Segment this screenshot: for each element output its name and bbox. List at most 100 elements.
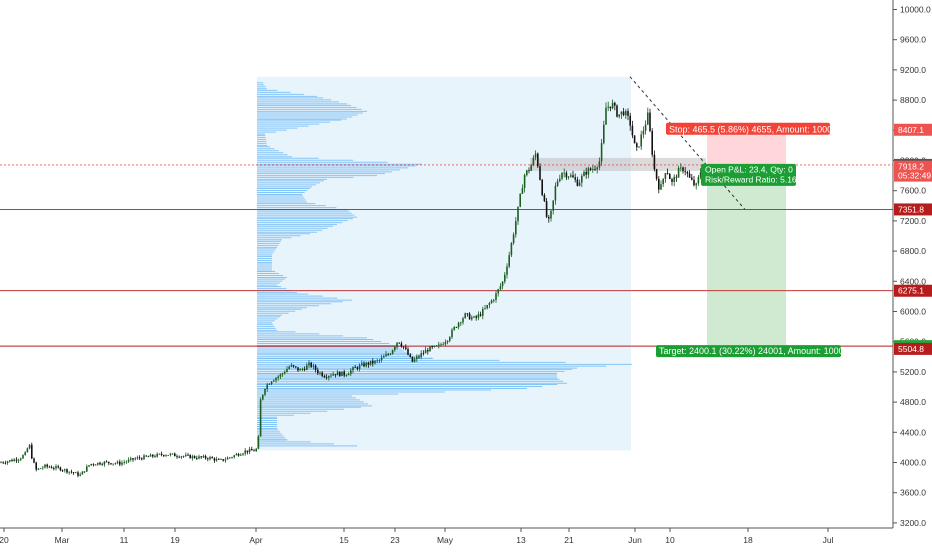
candle <box>462 318 464 323</box>
candle <box>466 313 469 315</box>
candle <box>655 169 658 179</box>
candle <box>295 366 297 368</box>
candle <box>343 371 345 376</box>
candle <box>543 195 546 202</box>
candle <box>693 179 695 186</box>
candle <box>286 368 288 373</box>
candle <box>70 471 73 473</box>
candle <box>391 350 394 355</box>
y-tick-label: 10000.0 <box>900 5 931 15</box>
candle <box>433 345 436 347</box>
candle <box>127 459 130 462</box>
candle <box>191 456 194 459</box>
candle <box>165 455 167 457</box>
volume-profile <box>257 82 632 447</box>
candle <box>189 454 191 459</box>
candle <box>688 173 691 178</box>
candle <box>550 210 552 219</box>
candle <box>677 168 680 178</box>
candle <box>499 286 502 290</box>
candle <box>226 457 229 460</box>
candle <box>28 444 31 449</box>
candle <box>354 367 356 369</box>
candle <box>446 340 449 343</box>
candle <box>497 289 499 294</box>
candle <box>587 168 590 175</box>
candle <box>444 342 447 345</box>
candle <box>301 368 304 370</box>
candle <box>607 106 609 108</box>
candle <box>508 255 510 267</box>
candle <box>512 234 515 244</box>
candle <box>277 376 279 378</box>
target-zone <box>707 164 786 347</box>
candle <box>627 111 629 116</box>
candle <box>116 461 119 464</box>
candle <box>112 463 114 465</box>
candle <box>339 371 341 377</box>
stop-zone <box>707 129 786 165</box>
candle <box>246 450 249 453</box>
candle <box>365 362 367 367</box>
candle <box>671 179 673 182</box>
trendline <box>629 76 746 210</box>
risk-reward-label: Risk/Reward Ratio: 5.16 <box>705 174 797 184</box>
candle <box>244 450 246 454</box>
candle <box>248 448 251 453</box>
candle <box>475 316 477 318</box>
candle <box>596 167 598 170</box>
candle <box>108 461 110 464</box>
candle <box>484 308 486 310</box>
x-tick-label: 10 <box>665 535 675 545</box>
candle <box>563 172 565 174</box>
candle <box>273 380 275 382</box>
candle <box>242 453 244 455</box>
candle <box>554 185 557 201</box>
candle <box>620 111 623 115</box>
candle <box>697 176 700 184</box>
candle <box>48 466 51 468</box>
candle <box>660 184 662 190</box>
candle <box>169 453 172 456</box>
candle <box>517 206 519 222</box>
candle <box>530 165 532 171</box>
x-tick-label: 20 <box>0 535 9 545</box>
candle <box>389 354 392 355</box>
candle <box>156 453 158 457</box>
candle <box>13 459 15 462</box>
candle <box>528 170 530 172</box>
y-tick-label: 6800.0 <box>900 246 926 256</box>
candle <box>372 360 374 364</box>
candle <box>240 454 242 456</box>
candle <box>46 464 48 467</box>
candle <box>94 464 97 466</box>
candle <box>611 102 614 109</box>
candle <box>383 356 385 358</box>
price-tag-box <box>894 284 932 297</box>
candle <box>323 376 326 378</box>
candle <box>55 466 57 469</box>
candle <box>193 456 196 459</box>
candle <box>110 463 112 465</box>
candle <box>490 300 493 304</box>
candle <box>405 347 407 350</box>
y-tick-label: 7600.0 <box>900 186 926 196</box>
candle <box>651 130 653 155</box>
candle <box>138 457 141 459</box>
y-tick-label: 5200.0 <box>900 367 926 377</box>
candle <box>81 471 84 475</box>
x-tick-label: 15 <box>339 535 349 545</box>
candle <box>539 166 541 180</box>
candle <box>427 350 429 352</box>
price-tag-box <box>894 203 932 216</box>
candle <box>314 365 317 371</box>
candle <box>501 281 504 287</box>
candle <box>121 462 123 465</box>
candle <box>174 453 176 457</box>
candle <box>264 389 266 395</box>
candle <box>187 454 189 456</box>
candle <box>64 469 66 471</box>
candle <box>281 373 284 375</box>
candle <box>328 375 330 378</box>
